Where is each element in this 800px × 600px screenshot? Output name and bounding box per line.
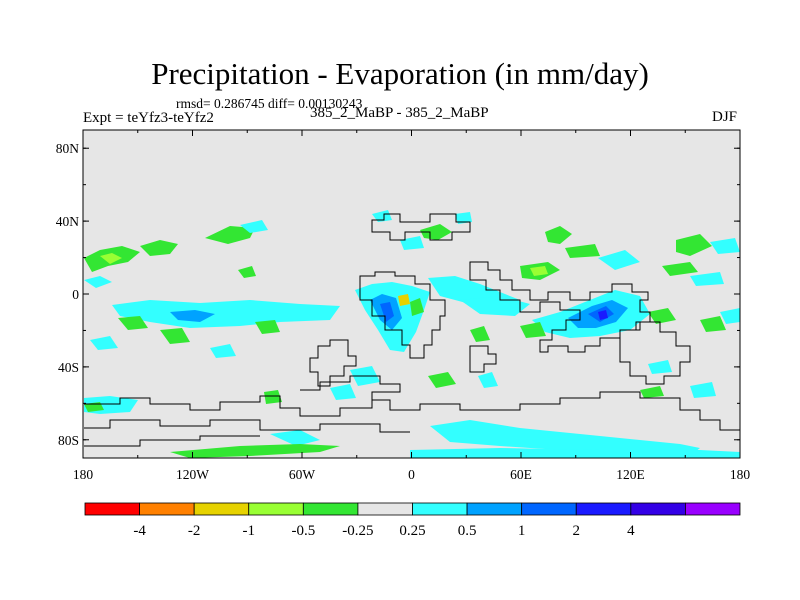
x-tick-label: 0 [408, 467, 415, 482]
x-tick-label: 180 [730, 467, 751, 482]
field-patch [240, 220, 268, 233]
field-patch [648, 360, 672, 374]
field-patch [545, 226, 572, 244]
field-patch [90, 336, 118, 350]
colorbar-swatch [357, 502, 413, 516]
y-tick-label: 80N [56, 141, 80, 156]
field-patch [700, 316, 726, 332]
colorbar-swatch [685, 502, 741, 516]
coast-europe [371, 213, 471, 241]
field-patch [676, 234, 712, 256]
field-patch [238, 266, 256, 278]
field-patch [112, 300, 340, 328]
case-label: 385_2_MaBP - 385_2_MaBP [310, 105, 489, 121]
coast-africa [359, 271, 446, 359]
coast-south-america-a [309, 339, 357, 387]
x-tick-label: 120W [176, 467, 209, 482]
colorbar-swatch [139, 502, 195, 516]
colorbar-label: 2 [573, 523, 581, 539]
x-tick-label: 180 [73, 467, 94, 482]
colorbar-label: 0.5 [458, 523, 477, 539]
field-patch [470, 326, 490, 342]
field-patch [205, 226, 255, 244]
y-tick-label: 0 [72, 287, 79, 302]
field-patch [264, 390, 282, 404]
field-patch [428, 372, 456, 388]
coast-south-america-b [469, 345, 497, 373]
field-patch [455, 212, 472, 224]
colorbar-swatch [84, 502, 140, 516]
field-patch [410, 298, 424, 316]
colorbar-label: -4 [133, 523, 146, 539]
field-patch [420, 224, 452, 240]
field-patch [690, 272, 724, 286]
colorbar-swatch [412, 502, 468, 516]
colorbar-label: 4 [627, 523, 635, 539]
field-patch [380, 302, 394, 322]
field-patch [598, 250, 640, 270]
season-label: DJF [712, 109, 738, 125]
x-tick-label: 60E [510, 467, 532, 482]
field-patch [330, 384, 356, 400]
colorbar-label: -1 [243, 523, 256, 539]
colorbar-swatch [248, 502, 304, 516]
field-patch [690, 382, 716, 398]
field-layer [84, 210, 740, 458]
coast-southern-continent-b [84, 419, 410, 433]
field-patch [84, 276, 112, 288]
field-patch [662, 262, 698, 276]
field-patch [478, 372, 498, 388]
y-tick-label: 40N [56, 214, 80, 229]
field-patch [460, 296, 530, 316]
coast-southern-continent-a [84, 391, 740, 431]
field-patch [170, 444, 340, 458]
field-patch [100, 253, 122, 264]
coast-australia [619, 321, 691, 385]
stats-text: rmsd= 0.286745 diff= 0.00130243 [176, 96, 363, 111]
axis-ticks: 80N 40N 0 40S 80S 180 120W 60W 0 60E 120E 180 [56, 130, 751, 482]
colorbar-swatch [302, 502, 359, 516]
colorbar-label: 1 [518, 523, 526, 539]
field-patch [720, 308, 740, 324]
field-patch [598, 310, 608, 320]
colorbar-label: -0.5 [291, 523, 315, 539]
colorbar-label: 0.25 [399, 523, 425, 539]
field-patch [530, 266, 548, 276]
y-tick-label: 40S [58, 360, 79, 375]
field-patch [710, 238, 740, 254]
field-patch [398, 294, 410, 306]
field-patch [270, 430, 320, 446]
y-tick-label: 80S [58, 433, 79, 448]
coast-southern-continent-c [84, 435, 260, 447]
colorbar-swatch [575, 502, 632, 516]
experiment-label: Expt = teYfz3-teYfz2 [83, 110, 214, 126]
colorbar-label: -0.25 [342, 523, 373, 539]
field-patch [430, 420, 700, 456]
colorbar-swatch [521, 502, 577, 516]
colorbar-swatch [193, 502, 250, 516]
field-patch [565, 244, 600, 258]
colorbar-swatch [466, 502, 523, 516]
field-patch [410, 448, 740, 458]
field-patch [140, 240, 178, 256]
field-patch [170, 310, 215, 322]
field-patch [160, 328, 190, 344]
field-patch [210, 344, 236, 358]
field-patch [520, 322, 546, 338]
field-patch [400, 236, 424, 250]
colorbar-label: -2 [188, 523, 201, 539]
field-patch [640, 386, 664, 398]
colorbar-swatch [630, 502, 686, 516]
field-patch [118, 316, 148, 330]
plot-title: Precipitation - Evaporation (in mm/day) [151, 56, 649, 91]
field-patch [372, 210, 392, 222]
colorbar: -4 -2 -1 -0.5 -0.25 0.25 0.5 1 2 4 [84, 502, 741, 539]
coastlines [84, 213, 740, 447]
field-patch [648, 308, 676, 324]
coast-southern-continent-d [300, 375, 401, 400]
field-patch [255, 320, 280, 334]
x-tick-label: 60W [289, 467, 316, 482]
x-tick-label: 120E [616, 467, 645, 482]
